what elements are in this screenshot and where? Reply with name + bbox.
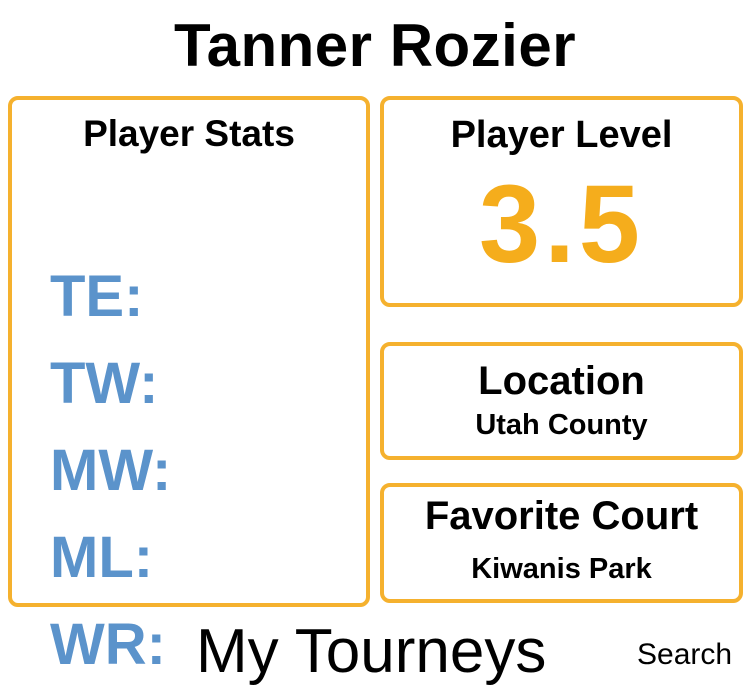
stat-label-ml: ML: (50, 525, 154, 590)
location-value: Utah County (475, 409, 648, 441)
search-link[interactable]: Search (637, 638, 733, 671)
favorite-court-value: Kiwanis Park (471, 553, 652, 585)
my-tourneys-link[interactable]: My Tourneys (196, 617, 547, 686)
stat-label-te: TE: (50, 264, 144, 329)
player-level-value: 3.5 (479, 163, 644, 286)
player-name: Tanner Rozier (173, 12, 577, 79)
player-level-panel: Player Level 3.5 (380, 96, 743, 307)
favorite-court-title: Favorite Court (424, 494, 699, 538)
player-level-title: Player Level (450, 114, 673, 156)
favorite-court-panel: Favorite Court Kiwanis Park (380, 483, 743, 603)
location-panel: Location Utah County (380, 342, 743, 460)
player-stats-panel: Player Stats TE: TW: MW: ML: WR: (8, 96, 370, 677)
stat-label-tw: TW: (50, 351, 159, 416)
stat-label-mw: MW: (50, 438, 172, 503)
player-stats-title: Player Stats (83, 113, 295, 154)
location-title: Location (478, 359, 645, 403)
stat-label-wr: WR: (50, 612, 166, 677)
